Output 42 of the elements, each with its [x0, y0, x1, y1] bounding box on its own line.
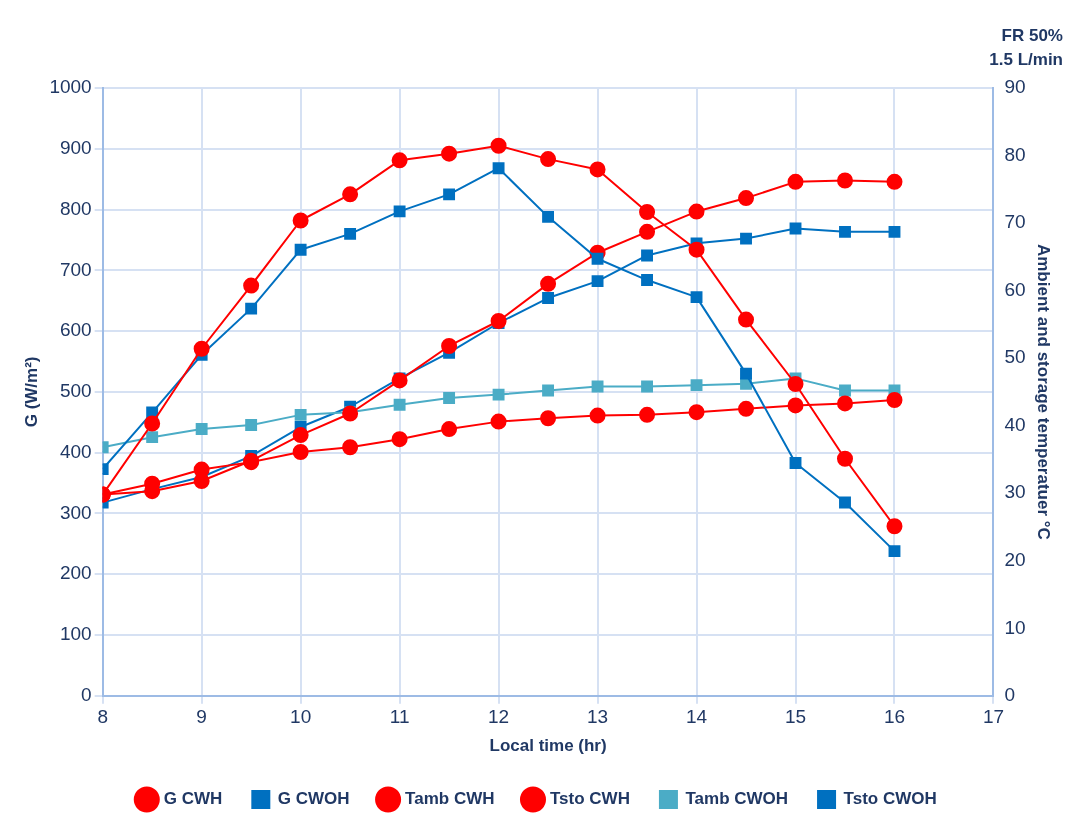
y2-tick-label: 80	[1004, 143, 1026, 165]
y-tick-label: 700	[59, 258, 92, 280]
x-axis-title: Local time (hr)	[489, 736, 607, 756]
legend-label: Tsto CWH	[549, 789, 630, 809]
y-tick-label: 200	[59, 562, 92, 584]
y2-tick-label: 20	[1004, 548, 1026, 570]
y-tick-label: 900	[59, 137, 92, 159]
y2-tick-label: 60	[1004, 278, 1026, 300]
y-tick-label: 0	[81, 684, 92, 706]
text: FR 50%	[1001, 26, 1063, 46]
y-tick-label: 100	[59, 623, 92, 645]
legend-label: Tamb CWH	[405, 789, 495, 809]
y-tick-label: 400	[59, 440, 92, 462]
legend-label: Tamb CWOH	[685, 789, 789, 809]
y-tick-label: 500	[59, 380, 92, 402]
y2-tick-label: 40	[1004, 413, 1026, 435]
x-tick-label: 15	[784, 706, 807, 728]
x-tick-label: 12	[488, 706, 510, 728]
x-tick-label: 14	[685, 706, 708, 728]
y-tick-label: 1000	[49, 76, 92, 98]
x-tick-label: 10	[290, 706, 312, 728]
text: 1.5 L/min	[989, 50, 1063, 70]
x-tick-label: 16	[883, 706, 906, 728]
y2-tick-label: 90	[1004, 76, 1026, 98]
y2-tick-label: 30	[1004, 481, 1026, 503]
legend-label: Tsto CWOH	[843, 789, 937, 809]
y2-tick-label: 50	[1004, 346, 1026, 368]
x-tick-label: 13	[586, 706, 609, 728]
y2-tick-label: 10	[1004, 616, 1026, 638]
x-tick-label: 8	[97, 706, 108, 728]
y-tick-label: 600	[59, 319, 92, 341]
legend-label: G CWOH	[277, 789, 350, 809]
y2-tick-label: 70	[1004, 211, 1026, 233]
x-tick-label: 9	[196, 706, 207, 728]
legend-label: G CWH	[163, 789, 223, 809]
y2-tick-label: 0	[1004, 684, 1016, 706]
y-axis-title: G (W/m²)	[21, 356, 41, 428]
y2-axis-title: Ambient and storage temperatuer °C	[1034, 243, 1054, 540]
x-tick-label: 11	[389, 706, 410, 728]
y-tick-label: 800	[59, 197, 92, 219]
x-tick-label: 17	[982, 706, 1005, 728]
y-tick-label: 300	[59, 501, 92, 523]
